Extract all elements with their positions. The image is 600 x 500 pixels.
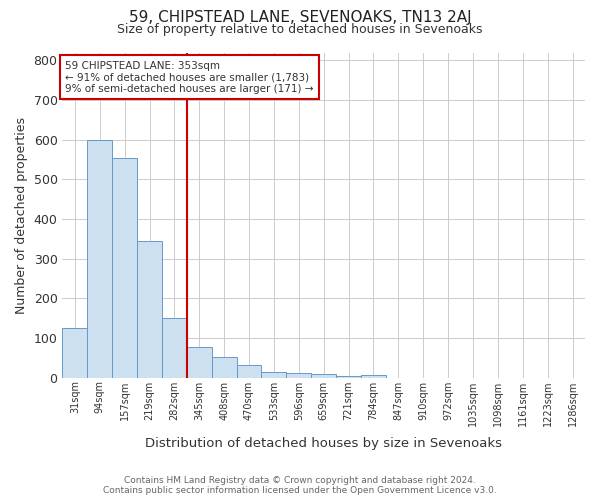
- X-axis label: Distribution of detached houses by size in Sevenoaks: Distribution of detached houses by size …: [145, 437, 502, 450]
- Bar: [311, 374, 336, 378]
- Bar: [187, 347, 212, 378]
- Bar: [262, 372, 286, 378]
- Bar: [212, 357, 236, 378]
- Text: 59 CHIPSTEAD LANE: 353sqm
← 91% of detached houses are smaller (1,783)
9% of sem: 59 CHIPSTEAD LANE: 353sqm ← 91% of detac…: [65, 60, 314, 94]
- Y-axis label: Number of detached properties: Number of detached properties: [15, 116, 28, 314]
- Bar: [361, 375, 386, 378]
- Text: Contains HM Land Registry data © Crown copyright and database right 2024.
Contai: Contains HM Land Registry data © Crown c…: [103, 476, 497, 495]
- Bar: [112, 158, 137, 378]
- Bar: [286, 373, 311, 378]
- Bar: [88, 140, 112, 378]
- Bar: [336, 376, 361, 378]
- Text: Size of property relative to detached houses in Sevenoaks: Size of property relative to detached ho…: [117, 22, 483, 36]
- Bar: [62, 328, 88, 378]
- Bar: [236, 364, 262, 378]
- Text: 59, CHIPSTEAD LANE, SEVENOAKS, TN13 2AJ: 59, CHIPSTEAD LANE, SEVENOAKS, TN13 2AJ: [128, 10, 472, 25]
- Bar: [162, 318, 187, 378]
- Bar: [137, 241, 162, 378]
